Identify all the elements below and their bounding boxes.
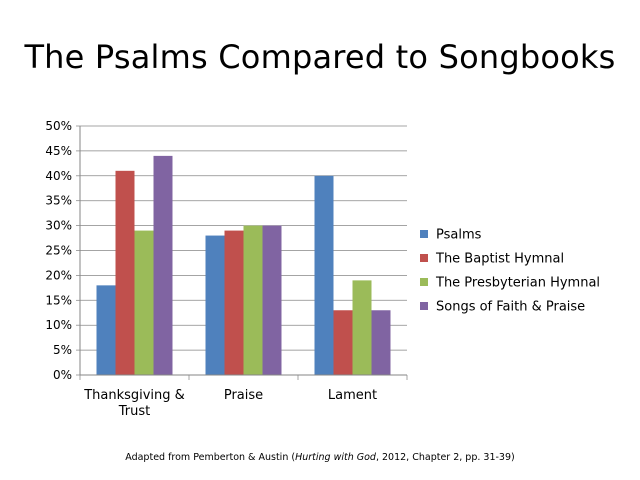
y-tick-label: 10%: [45, 318, 72, 332]
bar: [205, 235, 225, 375]
caption-after: , 2012, Chapter 2, pp. 31-39): [375, 452, 515, 463]
legend-swatch: [420, 254, 428, 262]
bar: [96, 285, 116, 375]
bars: [96, 155, 391, 375]
bar: [371, 310, 391, 375]
chart-title: The Psalms Compared to Songbooks: [24, 38, 616, 76]
bar: [134, 230, 154, 375]
source-caption: Adapted from Pemberton & Austin (Hurting…: [0, 452, 640, 463]
legend: Psalms The Baptist Hymnal The Presbyterian…: [420, 228, 600, 315]
y-tick-label: 30%: [45, 219, 72, 233]
legend-label: The Presbyterian Hymnal: [435, 276, 600, 291]
bar: [115, 170, 135, 375]
y-tick-label: 5%: [53, 343, 72, 357]
bar: [314, 175, 334, 375]
axes: [76, 125, 408, 380]
legend-swatch: [420, 302, 428, 310]
legend-label: Songs of Faith & Praise: [436, 300, 585, 315]
y-tick-label: 20%: [45, 268, 72, 282]
x-category-label: Praise: [224, 388, 263, 403]
x-category-label: Lament: [328, 388, 377, 403]
caption-before: Adapted from Pemberton & Austin (: [125, 452, 296, 463]
bar: [243, 225, 263, 375]
legend-label: The Baptist Hymnal: [435, 252, 564, 267]
legend-swatch: [420, 278, 428, 286]
x-category-label: Thanksgiving &: [83, 388, 185, 403]
y-tick-label: 35%: [45, 194, 72, 208]
bar: [352, 280, 372, 375]
y-tick-label: 50%: [45, 119, 72, 133]
bar: [262, 225, 282, 375]
y-axis-labels: 0% 5% 10% 15% 20% 25% 30% 35% 40% 45% 50%: [45, 119, 72, 382]
bar: [333, 310, 353, 375]
y-tick-label: 0%: [53, 368, 72, 382]
x-category-label: Trust: [118, 404, 150, 419]
legend-label: Psalms: [436, 228, 482, 243]
legend-swatch: [420, 230, 428, 238]
y-tick-label: 25%: [45, 244, 72, 258]
bar: [224, 230, 244, 375]
bar: [153, 155, 173, 375]
caption-italic: Hurting with God: [295, 452, 376, 463]
y-tick-label: 40%: [45, 169, 72, 183]
y-tick-label: 45%: [45, 144, 72, 158]
y-tick-label: 15%: [45, 293, 72, 307]
x-axis-labels: Thanksgiving &Trust Praise Lament: [83, 388, 377, 419]
